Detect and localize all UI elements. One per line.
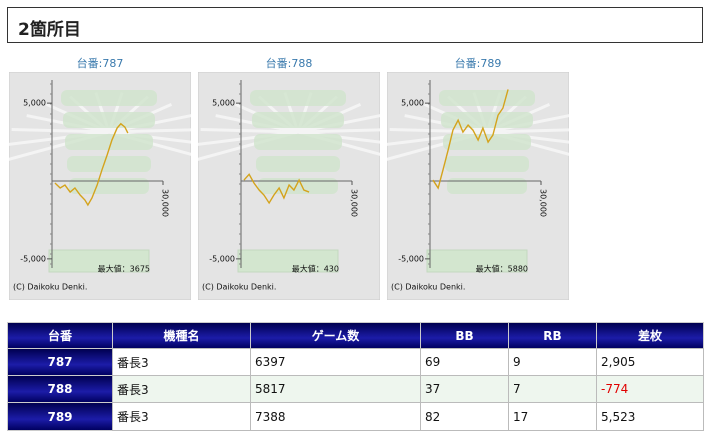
table-cell: 2,905 [596, 348, 704, 376]
credit: (C) Daikoku Denki. [391, 283, 465, 292]
decor-block [250, 90, 346, 106]
machine-number: 789 [7, 402, 113, 431]
decor-block [69, 178, 149, 194]
y-tick-label: -5,000 [20, 254, 46, 263]
slump-line [432, 89, 509, 190]
graph-label: 台番:789 [454, 57, 502, 70]
column-header: ゲーム数 [250, 322, 421, 349]
decor-ray [297, 128, 380, 134]
x-tick-label: 30,000 [161, 189, 170, 217]
decor-block [439, 90, 535, 106]
decor-base [426, 249, 528, 273]
table-cell: 82 [420, 402, 509, 431]
column-header: BB [420, 322, 509, 349]
max-value: 最大値：5880 [476, 264, 528, 274]
table-cell: 番長3 [112, 402, 251, 431]
section-title: 2箇所目 [18, 20, 81, 40]
column-header: RB [508, 322, 597, 349]
column-header: 差枚 [596, 322, 704, 349]
x-tick-label: 30,000 [539, 189, 548, 217]
decor-block [445, 156, 529, 172]
table-cell: 69 [420, 348, 509, 376]
table-cell: 17 [508, 402, 597, 431]
y-tick-label: 5,000 [212, 99, 235, 108]
decor-block [254, 134, 342, 150]
decor-block [447, 178, 527, 194]
graph-label: 台番:788 [265, 57, 313, 70]
machine-number: 787 [7, 348, 113, 376]
decor-ray [11, 127, 110, 134]
slump-line [54, 122, 129, 207]
table-cell: 番長3 [112, 375, 251, 403]
decor-block [258, 178, 338, 194]
y-tick-label: -5,000 [398, 254, 424, 263]
y-tick-label: -5,000 [209, 254, 235, 263]
decor-block [256, 156, 340, 172]
decor-block [61, 90, 157, 106]
credit: (C) Daikoku Denki. [13, 283, 87, 292]
decor-block [252, 112, 344, 128]
max-value: 最大値：430 [292, 264, 339, 274]
decor-ray [389, 127, 488, 134]
slump-graph: 5,000 -5,000 30,000 最大値：5880 (C) Daikoku Den… [387, 72, 569, 300]
slump-graph: 5,000 -5,000 30,000 最大値：3675 (C) Daikoku Den… [9, 72, 191, 300]
y-tick-label: 5,000 [23, 99, 46, 108]
credit: (C) Daikoku Denki. [202, 283, 276, 292]
x-tick-label: 30,000 [350, 189, 359, 217]
decor-block [67, 156, 151, 172]
decor-block [443, 134, 531, 150]
decor-block [441, 112, 533, 128]
decor-base [237, 249, 339, 273]
y-tick-label: 5,000 [401, 99, 424, 108]
decor-block [65, 134, 153, 150]
table-cell: 5817 [250, 375, 421, 403]
table-cell: 7388 [250, 402, 421, 431]
graph-label: 台番:787 [76, 57, 124, 70]
decor-ray [108, 128, 191, 134]
slump-graph: 5,000 -5,000 30,000 最大値：430 (C) Daikoku Denk… [198, 72, 380, 300]
table-cell: 6397 [250, 348, 421, 376]
max-value: 最大値：3675 [98, 264, 150, 274]
table-cell: 7 [508, 375, 597, 403]
table-cell: 5,523 [596, 402, 704, 431]
decor-ray [200, 127, 299, 134]
table-cell: -774 [596, 375, 704, 403]
table-cell: 9 [508, 348, 597, 376]
section-header: 2箇所目 [7, 7, 703, 43]
decor-base [48, 249, 150, 273]
decor-ray [486, 128, 569, 134]
column-header: 機種名 [112, 322, 251, 349]
machine-number: 788 [7, 375, 113, 403]
decor-block [63, 112, 155, 128]
column-header: 台番 [7, 322, 113, 349]
slump-line [243, 173, 310, 205]
table-cell: 番長3 [112, 348, 251, 376]
table-cell: 37 [420, 375, 509, 403]
